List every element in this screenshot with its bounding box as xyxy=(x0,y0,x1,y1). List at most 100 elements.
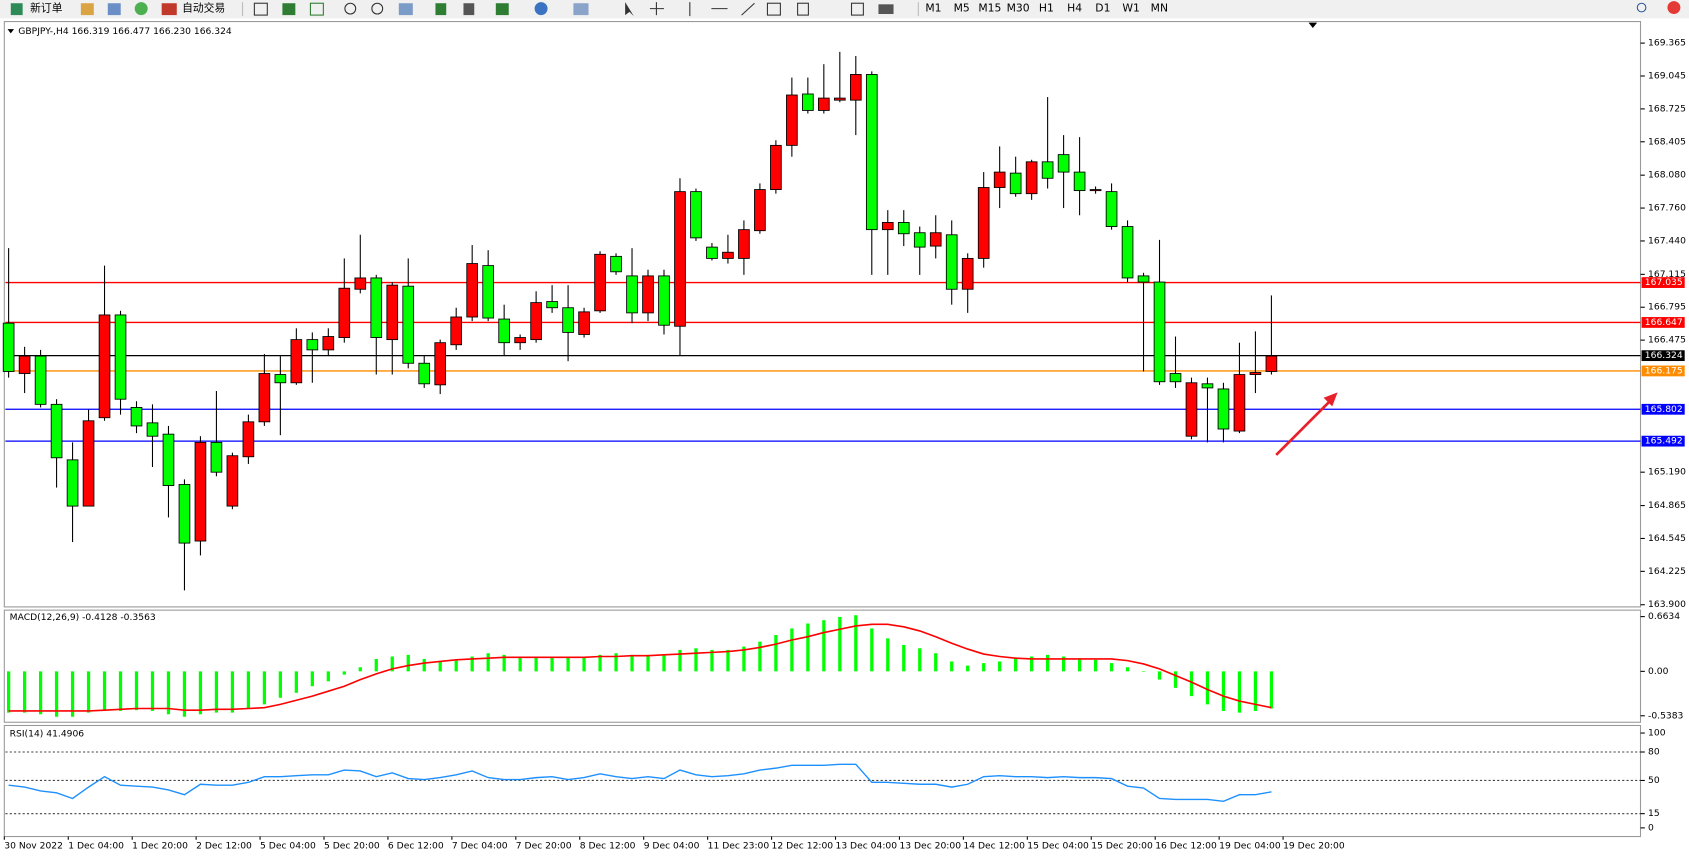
candle-body xyxy=(146,422,159,437)
auto-trading-icon[interactable] xyxy=(161,3,177,16)
x-tick-label: 5 Dec 04:00 xyxy=(260,841,316,852)
macd-histogram-bar xyxy=(950,661,954,672)
macd-histogram-bar xyxy=(70,671,75,717)
period-button[interactable]: M5 xyxy=(954,2,970,15)
macd-histogram-bar xyxy=(54,671,59,717)
macd-histogram-bar xyxy=(214,671,219,713)
line-chart-icon[interactable] xyxy=(309,2,324,16)
new-order-icon[interactable] xyxy=(10,3,23,16)
candle-body xyxy=(530,302,542,341)
y-tick-label: 168.725 xyxy=(1648,103,1686,114)
macd-histogram-bar xyxy=(822,620,826,672)
search-icon[interactable] xyxy=(1636,2,1647,13)
y-tick-label: -0.5383 xyxy=(1648,710,1684,721)
candle-body xyxy=(786,94,798,146)
period-button[interactable]: M30 xyxy=(1007,2,1030,15)
draw-tools-icon[interactable] xyxy=(689,2,755,17)
indicators-icon[interactable] xyxy=(495,3,509,16)
candle-body xyxy=(977,187,990,259)
macd-histogram-bar xyxy=(150,671,155,711)
macd-histogram-bar xyxy=(502,654,506,672)
y-tick-label: 163.900 xyxy=(1648,599,1686,610)
x-tick-label: 15 Dec 04:00 xyxy=(1027,841,1089,852)
macd-panel-frame xyxy=(3,609,1642,723)
period-button[interactable]: D1 xyxy=(1095,2,1110,15)
periods-icon[interactable] xyxy=(534,2,548,16)
candle-body xyxy=(626,275,638,314)
shapes-icon[interactable] xyxy=(878,4,894,15)
notifications-icon[interactable] xyxy=(1667,1,1681,15)
x-tick-label: 13 Dec 04:00 xyxy=(836,841,898,852)
candle-body xyxy=(1233,374,1246,432)
toolbar-icon[interactable] xyxy=(134,2,148,16)
candle-body xyxy=(114,314,127,400)
candle-body xyxy=(338,287,351,338)
zoom-out-icon[interactable] xyxy=(371,2,384,15)
candle-body xyxy=(1153,281,1166,383)
macd-histogram-bar xyxy=(390,656,394,672)
period-button[interactable]: MN xyxy=(1151,2,1168,15)
candle-body xyxy=(546,301,558,309)
period-button[interactable]: M15 xyxy=(978,2,1001,15)
scroll-icon[interactable] xyxy=(435,3,447,16)
y-tick-label: 167.115 xyxy=(1648,269,1686,280)
candle-body xyxy=(322,336,335,351)
macd-histogram-bar xyxy=(134,671,139,711)
x-tick-label: 9 Dec 04:00 xyxy=(644,841,700,852)
macd-histogram-bar xyxy=(454,660,458,672)
candle-body xyxy=(18,355,31,374)
y-tick-label: 166.475 xyxy=(1648,335,1686,346)
auto-trading-button[interactable]: 自动交易 xyxy=(182,2,225,15)
symbol-menu-marker xyxy=(7,29,15,34)
candle-body xyxy=(913,232,926,248)
y-tick-label: 169.045 xyxy=(1648,71,1686,82)
toolbar-icon[interactable] xyxy=(80,3,94,16)
period-button[interactable]: M1 xyxy=(925,2,941,15)
macd-histogram-bar xyxy=(1269,671,1274,709)
x-tick-label: 5 Dec 20:00 xyxy=(324,841,380,852)
x-tick-label: 15 Dec 20:00 xyxy=(1091,841,1153,852)
toolbar-bg xyxy=(0,0,1689,19)
candle-body xyxy=(881,222,894,231)
macd-histogram-bar xyxy=(374,658,378,672)
period-button[interactable]: H4 xyxy=(1067,2,1082,15)
x-tick-label: 1 Dec 04:00 xyxy=(68,841,124,852)
period-button[interactable]: H1 xyxy=(1039,2,1054,15)
rsi-title: RSI(14) 41.4906 xyxy=(10,729,85,740)
shift-icon[interactable] xyxy=(463,3,475,16)
channel-icon[interactable] xyxy=(797,2,809,16)
toolbar-icon[interactable] xyxy=(107,3,121,16)
macd-histogram-bar xyxy=(118,671,123,711)
templates-icon[interactable] xyxy=(573,3,589,16)
x-tick-label: 14 Dec 12:00 xyxy=(963,841,1025,852)
candle-body xyxy=(34,355,47,405)
y-tick-label: 15 xyxy=(1648,808,1660,819)
macd-histogram-bar xyxy=(406,654,410,672)
macd-histogram-bar xyxy=(198,671,203,715)
x-tick-label: 12 Dec 12:00 xyxy=(772,841,834,852)
candle-body xyxy=(258,373,271,423)
candle-body xyxy=(1217,388,1230,430)
candle-body xyxy=(50,403,63,459)
price-level-tag xyxy=(1641,403,1685,415)
zoom-in-icon[interactable] xyxy=(344,2,357,15)
macd-histogram-bar xyxy=(518,657,522,672)
macd-histogram-bar xyxy=(614,653,618,672)
candle-body xyxy=(738,229,750,259)
tile-icon[interactable] xyxy=(398,3,413,16)
candle-body xyxy=(178,484,191,544)
text-label-icon[interactable] xyxy=(850,2,864,16)
new-order-button[interactable]: 新订单 xyxy=(30,2,63,15)
fibo-icon[interactable] xyxy=(766,2,781,16)
macd-histogram-bar xyxy=(646,654,650,672)
period-button[interactable]: W1 xyxy=(1122,2,1139,15)
annotation-arrow xyxy=(1275,395,1336,456)
macd-histogram-bar xyxy=(1030,656,1034,672)
bar-chart-icon[interactable] xyxy=(253,2,268,16)
macd-histogram-bar xyxy=(486,653,490,672)
main-panel-frame xyxy=(3,21,1642,608)
candle-body xyxy=(849,74,862,101)
candle-chart-icon[interactable] xyxy=(282,3,296,16)
crosshair-icon[interactable] xyxy=(649,2,664,16)
